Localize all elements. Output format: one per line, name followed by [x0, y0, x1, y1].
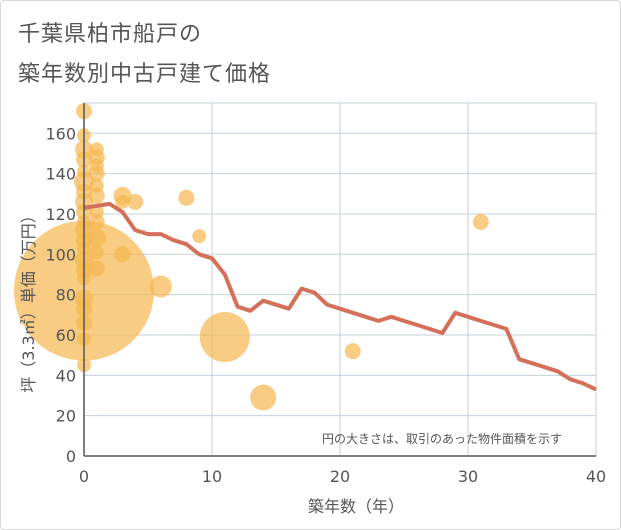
bubble-size-note: 円の大きさは、取引のあった物件面積を示す: [322, 432, 563, 446]
y-tick-label: 20: [56, 407, 76, 426]
bubble-point: [472, 214, 489, 231]
bubble-point: [250, 384, 277, 411]
bubble-point: [88, 260, 105, 277]
bubble-point: [192, 229, 207, 244]
bubble-point: [114, 246, 131, 263]
bubble-layer: [14, 103, 489, 411]
bubble-point: [178, 189, 195, 206]
x-tick-label: 0: [79, 467, 89, 486]
y-axis-label: 坪（3.3㎡）単価（万円）: [19, 207, 38, 392]
y-tick-label: 0: [66, 447, 76, 466]
bubble-point: [87, 229, 106, 248]
bubble-point: [88, 165, 105, 182]
bubble-point: [115, 194, 130, 209]
x-axis-label: 築年数（年）: [308, 497, 404, 516]
bubble-point: [149, 275, 172, 298]
bubble-point: [344, 343, 361, 360]
bubble-point: [89, 245, 104, 260]
y-tick-label: 140: [45, 165, 76, 184]
chart-title-line1: 千葉県柏市船戸の: [18, 22, 203, 47]
y-tick-label: 80: [56, 286, 76, 305]
bubble-point: [199, 311, 250, 362]
bubble-point: [127, 193, 144, 210]
bubble-point: [88, 214, 105, 231]
series-line: [83, 201, 597, 392]
x-tick-label: 10: [202, 467, 222, 486]
grid-lines: [83, 102, 597, 457]
y-tick-label: 60: [56, 326, 76, 345]
y-tick-label: 100: [45, 245, 76, 264]
y-tick-label: 40: [56, 366, 76, 385]
average-line-layer: [83, 201, 597, 392]
x-tick-label: 20: [330, 467, 350, 486]
y-tick-label: 120: [45, 205, 76, 224]
chart-title-line2: 築年数別中古戸建て価格: [18, 62, 272, 87]
bubble-point: [88, 187, 105, 204]
axes: 0 20 40 60 80 100 120 140 160 0 10 20 30 40: [45, 103, 606, 486]
y-tick-label: 160: [45, 124, 76, 143]
x-tick-label: 30: [458, 467, 478, 486]
x-tick-label: 40: [586, 467, 606, 486]
